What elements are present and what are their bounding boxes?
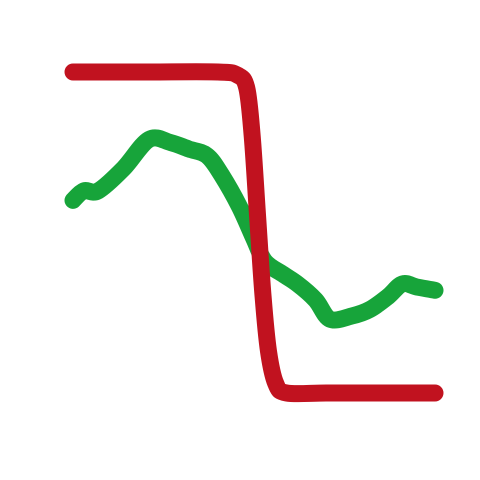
series-line-2	[64, 63, 444, 403]
plot-area	[64, 63, 444, 403]
